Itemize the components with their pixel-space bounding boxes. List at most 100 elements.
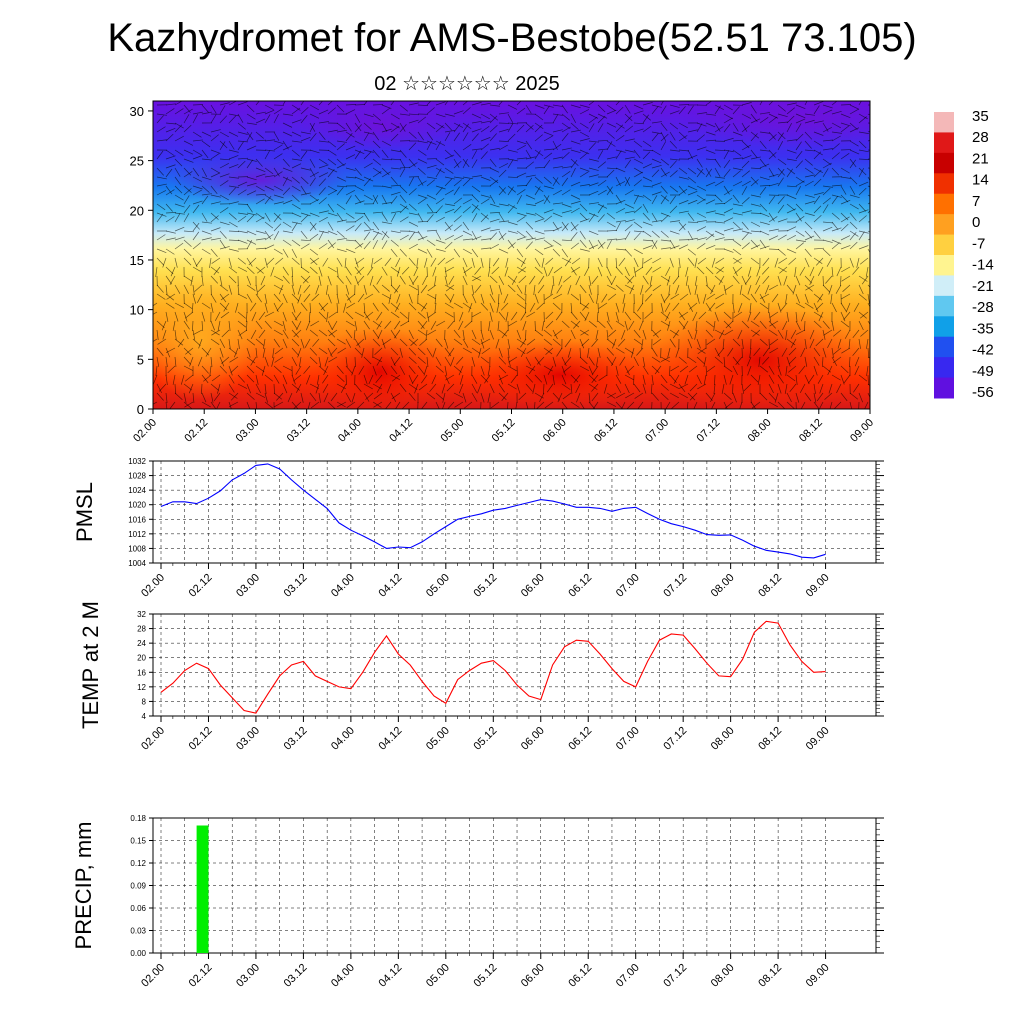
y-tick-label: 1012 xyxy=(128,530,146,539)
wind-barb xyxy=(525,177,533,187)
wind-barb xyxy=(345,195,352,205)
wind-barb xyxy=(561,203,572,208)
wind-barb xyxy=(408,243,418,250)
x-tick-label: 02.00 xyxy=(139,962,167,990)
wind-barb xyxy=(525,230,534,239)
wind-barb xyxy=(219,221,230,226)
wind-barb xyxy=(759,163,770,169)
y-tick-label: 5 xyxy=(137,352,144,367)
wind-barb xyxy=(768,116,778,124)
x-tick-label: 06.00 xyxy=(519,572,547,600)
wind-barb xyxy=(273,185,283,192)
wind-barb xyxy=(444,122,453,131)
wind-barb xyxy=(183,365,194,371)
x-tick-label: 02.00 xyxy=(131,417,159,445)
wind-barb xyxy=(345,154,356,160)
wind-barb xyxy=(732,157,743,160)
wind-barb xyxy=(570,223,579,232)
wind-barb xyxy=(768,149,776,158)
wind-barb xyxy=(228,113,239,117)
wind-barb xyxy=(417,220,429,223)
wind-barb xyxy=(183,171,193,178)
wind-barb xyxy=(427,311,437,319)
wind-barb xyxy=(714,105,721,115)
wind-barb xyxy=(624,159,632,169)
wind-barb xyxy=(264,234,274,241)
wind-barb xyxy=(183,275,193,282)
wind-barb xyxy=(282,230,293,234)
wind-barb xyxy=(579,365,589,372)
wind-barb xyxy=(633,248,643,255)
y-tick-label: 0.18 xyxy=(130,814,146,823)
wind-barb xyxy=(417,176,424,186)
wind-barb xyxy=(580,329,590,336)
wind-barb xyxy=(642,140,652,147)
wind-barb xyxy=(522,320,527,331)
wind-barb xyxy=(273,144,283,151)
wind-barb xyxy=(373,401,383,408)
wind-barb xyxy=(246,275,252,286)
wind-barb xyxy=(642,230,652,237)
wind-barb xyxy=(340,383,347,393)
wind-barb xyxy=(759,185,771,187)
wind-barb xyxy=(840,365,849,374)
wind-barb xyxy=(353,329,356,340)
wind-barb xyxy=(615,320,625,327)
wind-barb xyxy=(867,383,870,387)
wind-barb xyxy=(318,172,329,178)
wind-barb xyxy=(795,203,804,212)
wind-barb xyxy=(381,171,391,178)
wind-barb xyxy=(367,266,374,276)
wind-barb xyxy=(768,173,779,178)
wind-barb xyxy=(210,185,218,195)
wind-barb xyxy=(282,329,289,339)
wind-barb xyxy=(273,365,282,373)
wind-barb xyxy=(547,365,554,375)
wind-barb xyxy=(408,392,416,401)
wind-barb xyxy=(192,221,200,230)
wind-barb xyxy=(564,257,572,267)
wind-barb xyxy=(489,115,498,124)
wind-barb xyxy=(327,212,338,217)
wind-barb xyxy=(660,356,671,362)
wind-barb xyxy=(660,247,671,250)
wind-barb xyxy=(866,338,869,349)
wind-barb xyxy=(588,123,595,133)
wind-barb xyxy=(223,302,230,312)
wind-barb xyxy=(786,122,792,133)
wind-barb xyxy=(291,356,298,366)
wind-barb xyxy=(516,248,524,258)
wind-barb xyxy=(210,227,221,232)
wind-barb xyxy=(345,293,352,303)
wind-barb xyxy=(660,158,670,166)
wind-barb xyxy=(237,257,247,265)
wind-barb xyxy=(849,108,859,115)
wind-barb xyxy=(780,302,788,312)
wind-barb xyxy=(507,159,514,169)
wind-barb xyxy=(642,114,649,124)
wind-barb xyxy=(297,293,302,304)
wind-barb xyxy=(831,122,841,129)
wind-barb xyxy=(777,356,780,367)
wind-barb xyxy=(768,131,776,140)
wind-barb xyxy=(462,176,473,180)
wind-barb xyxy=(541,257,545,268)
y-tick-label: 25 xyxy=(130,154,144,169)
wind-barb xyxy=(237,181,248,187)
wind-barb xyxy=(615,302,620,313)
wind-barb xyxy=(382,338,392,345)
wind-barb xyxy=(651,169,660,178)
y-tick-label: 0 xyxy=(137,402,144,417)
wind-barb xyxy=(552,392,561,401)
wind-barb xyxy=(391,374,401,382)
wind-barb xyxy=(840,374,845,385)
wind-barb xyxy=(318,164,329,169)
wind-barb xyxy=(210,194,221,198)
wind-barb xyxy=(789,383,797,393)
wind-barb xyxy=(714,126,724,133)
wind-barb xyxy=(518,275,527,284)
wind-barb xyxy=(229,356,239,363)
wind-barb xyxy=(606,266,612,277)
wind-barb xyxy=(408,188,417,196)
wind-barb xyxy=(732,212,743,216)
